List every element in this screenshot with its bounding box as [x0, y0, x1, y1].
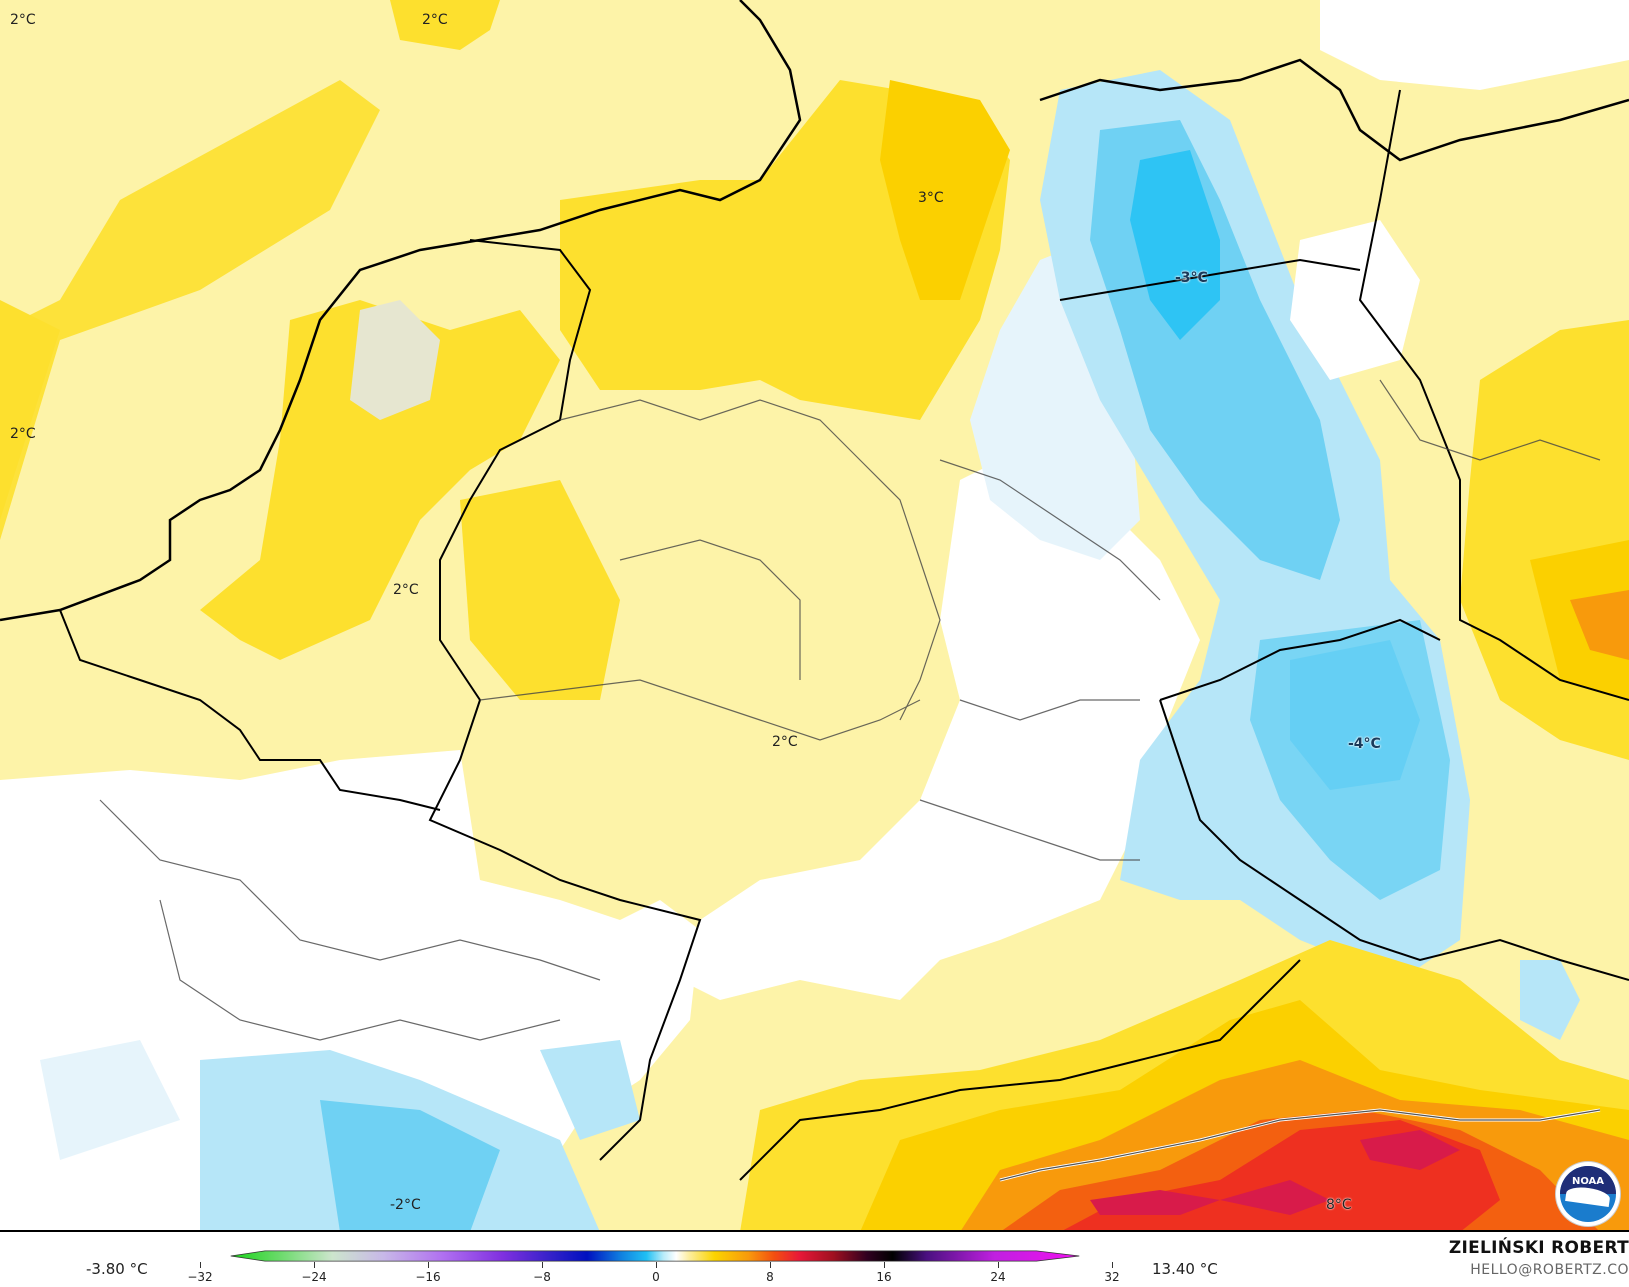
colorbar-tick-label: −8	[533, 1270, 551, 1284]
contour-label: 2°C	[772, 734, 798, 750]
colorbar-min-label: -3.80 °C	[86, 1260, 148, 1278]
contour-label: 8°C	[1326, 1197, 1352, 1213]
contour-label: -2°C	[390, 1197, 421, 1213]
contour-label: 2°C	[393, 582, 419, 598]
colorbar-tick-label: 32	[1104, 1270, 1120, 1284]
contour-label: 3°C	[918, 190, 944, 206]
colorbar-tick	[428, 1262, 429, 1268]
colorbar-max-label: 13.40 °C	[1152, 1260, 1218, 1278]
legend-footer: -3.80 °C	[0, 1232, 1629, 1287]
colorbar-tick	[542, 1262, 543, 1268]
colorbar-tick	[998, 1262, 999, 1268]
colorbar-tick-label: −16	[415, 1270, 441, 1284]
colorbar-tick-label: 16	[876, 1270, 892, 1284]
colorbar-tick-label: −24	[301, 1270, 327, 1284]
colorbar-tick	[1112, 1262, 1113, 1268]
colorbar-tick	[770, 1262, 771, 1268]
contour-label: 2°C	[10, 12, 36, 28]
colorbar-tick	[884, 1262, 885, 1268]
colorbar-tick	[656, 1262, 657, 1268]
colorbar-tick	[200, 1262, 201, 1268]
author-email[interactable]: HELLO@ROBERTZ.CO	[1470, 1262, 1629, 1278]
colorbar-tick-label: 24	[990, 1270, 1006, 1284]
contour-label: -3°C	[1175, 270, 1208, 286]
temperature-map[interactable]: 2°C 2°C 3°C -3°C 2°C 2°C 2°C -4°C -2°C 8°C NOAA	[0, 0, 1629, 1232]
contour-label: 2°C	[10, 426, 36, 442]
contour-label: -4°C	[1348, 736, 1381, 752]
colorbar-tick-label: 8	[766, 1270, 774, 1284]
colorbar-tick-label: −32	[187, 1270, 213, 1284]
author-credit: ZIELIŃSKI ROBERT	[1448, 1238, 1629, 1258]
noaa-logo-text: NOAA	[1571, 1176, 1605, 1187]
colorbar-tick-label: 0	[652, 1270, 660, 1284]
colorbar	[230, 1250, 1080, 1262]
colorbar-tick	[314, 1262, 315, 1268]
noaa-logo: NOAA	[1556, 1162, 1620, 1226]
map-canvas	[0, 0, 1629, 1230]
contour-label: 2°C	[422, 12, 448, 28]
